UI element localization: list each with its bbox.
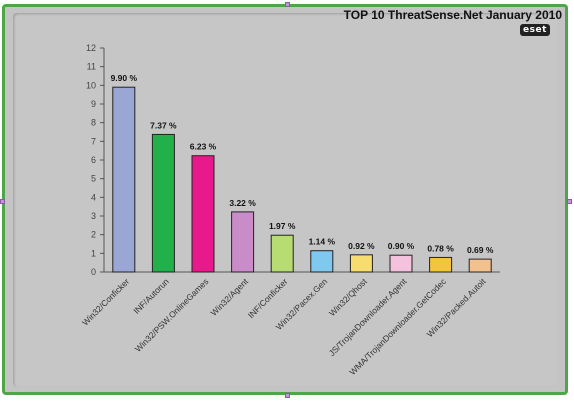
- y-tick-label: 5: [91, 174, 96, 184]
- resize-handle-top[interactable]: [285, 2, 290, 7]
- bar: [112, 86, 136, 273]
- y-tick-label: 10: [86, 80, 96, 90]
- resize-handle-left[interactable]: [0, 199, 5, 204]
- data-label: 0.92 %: [348, 241, 375, 251]
- data-label: 3.22 %: [229, 198, 256, 208]
- data-label: 0.78 %: [427, 243, 454, 253]
- y-tick-label: 0: [91, 267, 96, 277]
- y-tick-label: 6: [91, 155, 96, 165]
- data-label: 1.97 %: [269, 221, 296, 231]
- eset-logo: eset: [520, 24, 550, 36]
- bar: [389, 254, 413, 273]
- y-tick-label: 2: [91, 230, 96, 240]
- category-label: Win32/PSW.OnlineGames: [133, 276, 211, 354]
- category-label: Win32/Conficker: [80, 276, 131, 327]
- resize-handle-bottom[interactable]: [285, 393, 290, 398]
- bar: [231, 211, 255, 273]
- bar: [310, 250, 334, 273]
- data-label: 7.37 %: [150, 120, 177, 130]
- y-tick-label: 11: [87, 62, 96, 72]
- data-label: 6.23 %: [190, 142, 217, 152]
- bar: [270, 234, 294, 273]
- category-label: Win32/Agent: [209, 276, 251, 318]
- y-tick-label: 4: [91, 192, 96, 202]
- y-tick-label: 1: [91, 248, 96, 258]
- data-label: 0.90 %: [388, 241, 415, 251]
- bar: [151, 133, 175, 273]
- bar: [429, 256, 453, 273]
- y-tick-label: 8: [91, 118, 96, 128]
- data-label: 9.90 %: [111, 73, 138, 83]
- data-label: 0.69 %: [467, 245, 494, 255]
- category-label: INF/Conficker: [246, 276, 290, 320]
- category-label: Win32/Qhost: [327, 276, 369, 318]
- category-label: JS/TrojanDownloader.Agent: [327, 276, 409, 358]
- y-tick-label: 9: [91, 99, 96, 109]
- category-label: INF/Autorun: [131, 276, 171, 316]
- bar: [468, 258, 492, 273]
- y-tick-label: 12: [86, 43, 96, 53]
- y-tick-label: 7: [91, 136, 96, 146]
- chart-title: TOP 10 ThreatSense.Net January 2010: [343, 8, 562, 22]
- resize-handle-right[interactable]: [567, 199, 572, 204]
- data-label: 1.14 %: [309, 237, 336, 247]
- bar: [349, 254, 373, 273]
- y-tick-label: 3: [91, 211, 96, 221]
- bar: [191, 155, 215, 273]
